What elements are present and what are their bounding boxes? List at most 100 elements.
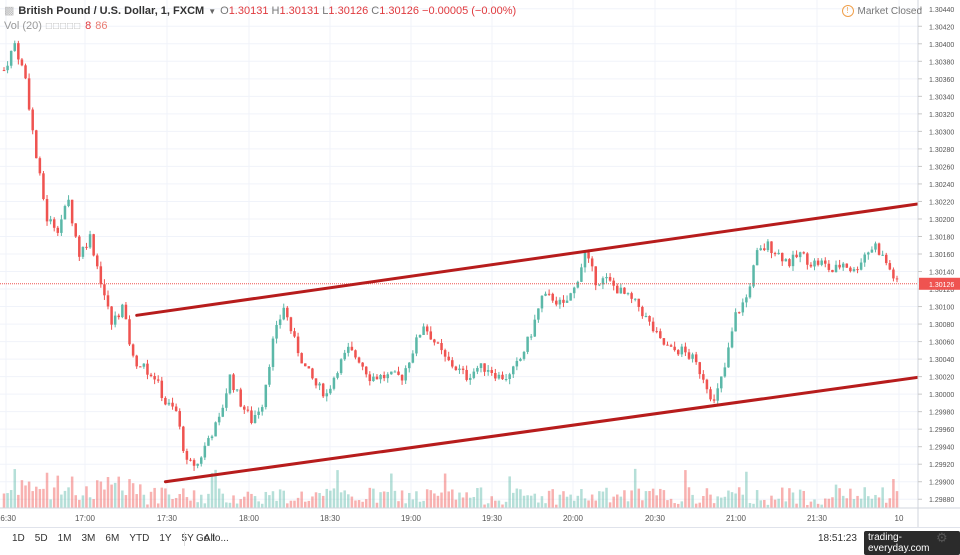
volume-bar: [816, 503, 820, 508]
volume-bar: [737, 487, 741, 508]
last-price-label: 1.30126: [929, 282, 954, 289]
volume-bar: [461, 497, 465, 508]
volume-bar: [268, 495, 271, 508]
volume-bar: [777, 498, 780, 508]
range-button-5y[interactable]: 5Y: [181, 533, 194, 544]
gear-icon[interactable]: ⚙: [936, 530, 948, 545]
volume-bar: [60, 494, 63, 508]
chevron-down-icon[interactable]: ▼: [208, 7, 217, 16]
y-tick-label: 1.30320: [929, 112, 954, 119]
volume-bar: [551, 489, 554, 508]
symbol-title[interactable]: British Pound / U.S. Dollar, 1, FXCM: [18, 5, 205, 17]
candle-body: [124, 304, 128, 320]
volume-bar: [884, 502, 888, 508]
volume-bar: [52, 487, 56, 508]
candle-body: [494, 372, 497, 379]
candle-body: [558, 299, 562, 305]
volume-bar: [809, 501, 813, 508]
volume-bar: [321, 495, 325, 508]
candle-body: [160, 380, 164, 398]
volume-bar: [49, 499, 52, 508]
volume-bar: [443, 473, 447, 508]
goto-button[interactable]: Go to...: [196, 533, 229, 544]
y-tick-label: 1.30280: [929, 147, 954, 154]
candle-body: [594, 266, 598, 286]
clock-readout: 18:51:23: [818, 533, 857, 544]
candle-body: [199, 457, 203, 464]
candle-body: [78, 236, 81, 257]
volume-bar: [214, 469, 217, 508]
volume-bar: [623, 490, 626, 508]
candle-body: [375, 376, 379, 380]
candle-body: [451, 360, 454, 367]
y-tick-label: 1.30240: [929, 182, 954, 189]
volume-bar: [56, 475, 60, 508]
candle-body: [841, 263, 845, 268]
y-tick-label: 1.29880: [929, 497, 954, 504]
range-button-5d[interactable]: 5D: [34, 533, 48, 544]
candle-body: [544, 293, 547, 296]
candle-body: [874, 243, 877, 250]
price-axis[interactable]: 1.30440 1.30420 1.30400 1.30380 1.30360 1.303…: [917, 0, 960, 527]
candle-body: [250, 410, 253, 424]
volume-bar: [325, 488, 329, 508]
candle-body: [142, 363, 146, 367]
vol-label[interactable]: Vol (20): [4, 20, 42, 32]
volume-bar: [243, 496, 246, 508]
candle-body: [813, 260, 816, 267]
candle-body: [472, 371, 476, 378]
candle-body: [547, 293, 551, 295]
candle-body: [741, 302, 745, 313]
candle-body: [422, 326, 425, 336]
range-button-1m[interactable]: 1M: [57, 533, 72, 544]
volume-bar: [451, 489, 454, 508]
volume-bar: [13, 469, 17, 508]
volume-bar: [174, 497, 178, 508]
candle-body: [888, 263, 892, 270]
volume-bar: [512, 492, 515, 508]
volume-bar: [24, 485, 27, 508]
candle-body: [329, 388, 332, 394]
candle-body: [648, 315, 651, 322]
volume-bar: [694, 503, 698, 508]
range-button-1d[interactable]: 1D: [12, 533, 25, 544]
candle-body: [515, 360, 519, 367]
volume-bar: [813, 499, 816, 508]
candle-body: [203, 445, 207, 458]
volume-bar: [357, 500, 361, 508]
candle-body: [702, 374, 705, 380]
volume-bar: [723, 496, 727, 508]
indicator-buttons-icon[interactable]: □□□□□: [45, 21, 82, 32]
volume-bar: [210, 472, 214, 508]
range-button-all[interactable]: All: [203, 533, 215, 544]
x-tick-label: 20:30: [645, 514, 666, 523]
candle-body: [526, 336, 529, 352]
candle-body: [816, 260, 820, 265]
volume-bar: [637, 488, 641, 508]
volume-bar: [734, 493, 737, 508]
candle-body: [576, 281, 580, 288]
volume-bar: [440, 492, 443, 508]
volume-bar: [415, 491, 418, 508]
range-button-1y[interactable]: 1Y: [159, 533, 172, 544]
range-button-3m[interactable]: 3M: [81, 533, 96, 544]
candle-body: [590, 258, 594, 267]
volume-bar: [472, 496, 476, 508]
candle-body: [798, 252, 802, 258]
range-button-ytd[interactable]: YTD: [129, 533, 150, 544]
volume-bar: [454, 499, 458, 508]
time-axis[interactable]: 16:30 17:00 17:30 18:00 18:30 19:00 19:30 20:00…: [0, 507, 960, 523]
volume-bar: [343, 490, 346, 508]
candle-body: [153, 376, 156, 380]
candle-body: [569, 293, 572, 301]
candle-body: [167, 402, 171, 405]
y-tick-label: 1.29940: [929, 445, 954, 452]
candle-body: [20, 59, 24, 66]
trendlines[interactable]: [135, 200, 931, 484]
volume-bar: [153, 487, 156, 508]
range-button-6m[interactable]: 6M: [105, 533, 120, 544]
volume-bar: [522, 495, 526, 508]
candle-body: [694, 354, 698, 363]
